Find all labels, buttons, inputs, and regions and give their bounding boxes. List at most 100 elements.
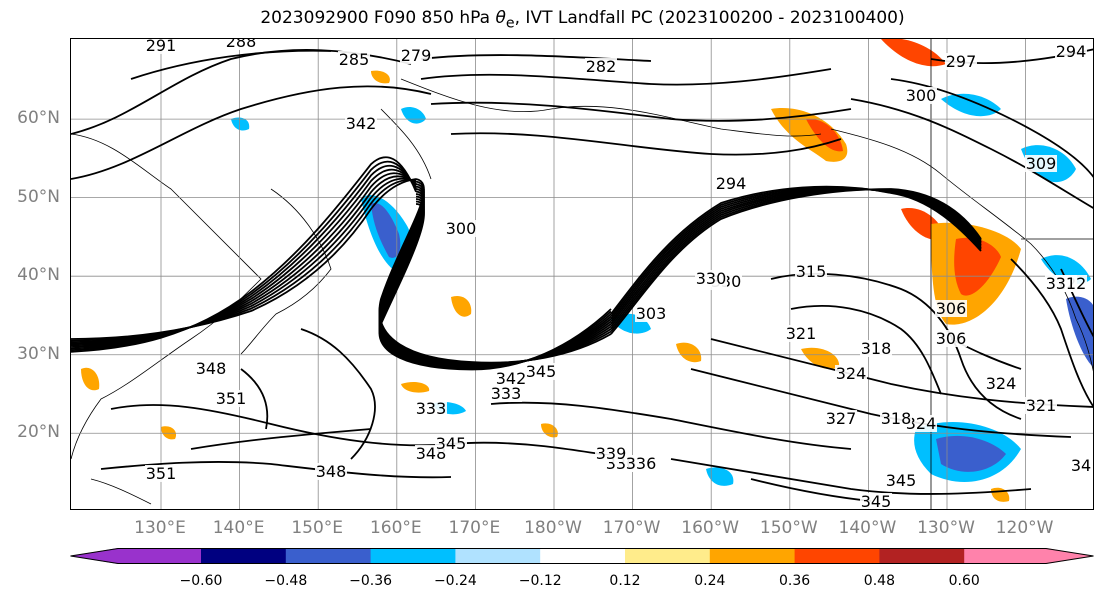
longitude-label: 140°W: [838, 518, 897, 538]
contour-label: 303: [636, 304, 667, 323]
contour-label: 342: [496, 369, 527, 388]
longitude-label: 130°E: [134, 518, 186, 538]
colorbar-tick-label: −0.60: [179, 573, 223, 589]
latitude-label: 40°N: [17, 265, 60, 286]
colorbar-segment: [879, 548, 965, 564]
contour-line: [610, 188, 982, 333]
contour-line: [378, 178, 612, 364]
contour-label: 324: [836, 364, 867, 383]
contour-label: 294: [1056, 42, 1087, 61]
shading-layer: [81, 39, 1093, 502]
negative-shading: [371, 203, 401, 258]
colorbar-segment: [964, 548, 1094, 564]
contour-line: [610, 188, 982, 328]
contour-line: [1010, 258, 1093, 408]
contour-label: 348: [196, 359, 227, 378]
colorbar-tick-label: 0.24: [694, 573, 726, 589]
contour-line: [430, 101, 852, 122]
positive-shading: [81, 367, 100, 391]
map-panel: 291 288 279 285 282 297 300 294 294 300 306 309 312 3…: [70, 38, 1094, 510]
colorbar: [70, 548, 1094, 564]
contour-label: 324: [986, 374, 1017, 393]
negative-shading: [231, 117, 250, 131]
negative-shading: [936, 435, 1006, 472]
contour-line: [240, 368, 269, 430]
contour-line: [610, 187, 982, 320]
contour-label: 345: [526, 362, 557, 381]
negative-shading: [401, 107, 426, 124]
contour-line: [71, 156, 417, 353]
positive-shading: [676, 342, 702, 363]
longitude-label: 120°W: [995, 518, 1054, 538]
contour-line: [71, 175, 417, 345]
longitude-label: 150°W: [759, 518, 818, 538]
latitude-label: 60°N: [17, 108, 60, 129]
contour-line: [610, 188, 982, 330]
contour-line: [110, 404, 632, 460]
contour-label: 345: [436, 434, 467, 453]
contour-label: 34: [1071, 456, 1091, 475]
contour-line: [670, 458, 1032, 495]
contour-label: 333: [416, 399, 447, 418]
colorbar-segment: [540, 548, 626, 564]
colorbar-tick-label: −0.48: [264, 573, 308, 589]
contour-label: 300: [906, 86, 937, 105]
contour-label: 297: [946, 52, 977, 71]
positive-shading: [161, 426, 177, 440]
colorbar-segment: [709, 548, 796, 564]
contour-line: [190, 428, 372, 450]
contour-line: [850, 98, 1093, 209]
positive-shading: [954, 237, 1001, 296]
contour-label: 315: [796, 262, 827, 281]
contour-line: [450, 132, 842, 156]
contour-line: [610, 187, 982, 323]
positive-shading: [991, 487, 1010, 502]
colorbar-segment: [794, 548, 880, 564]
positive-shading: [801, 347, 840, 369]
map-canvas: 291 288 279 285 282 297 300 294 294 300 306 309 312 3…: [71, 39, 1093, 510]
contour-label: 333: [491, 384, 522, 403]
colorbar-segment: [285, 548, 372, 564]
contour-line: [378, 203, 612, 371]
colorbar-tick-label: −0.36: [349, 573, 393, 589]
negative-shading: [941, 93, 1001, 117]
contour-label: 288: [226, 39, 257, 51]
colorbar-tick-label: 0.60: [948, 573, 980, 589]
longitude-label: 180°W: [524, 518, 582, 538]
contour-label: 330: [696, 269, 727, 288]
contour-label: 321: [786, 324, 817, 343]
contour-label: 300: [446, 219, 477, 238]
negative-shading: [1066, 296, 1093, 367]
contour-line: [890, 78, 1093, 178]
contour-line: [690, 368, 1072, 438]
contour-line: [300, 328, 376, 460]
longitude-label: 170°W: [602, 518, 661, 538]
contour-line: [490, 401, 852, 450]
colorbar-tick-label: −0.12: [518, 573, 562, 589]
negative-shading: [706, 467, 734, 486]
contour-line: [610, 188, 982, 335]
longitude-label: 140°E: [212, 518, 265, 538]
contour-label: 291: [146, 39, 177, 55]
contour-label: 312: [1056, 274, 1087, 293]
colorbar-segment: [370, 548, 456, 564]
contour-line: [770, 272, 1022, 420]
contour-label: 345: [861, 492, 892, 510]
colorbar-tick-label: 0.48: [863, 573, 895, 589]
contour-label: 318: [861, 339, 892, 358]
contour-label: 321: [1026, 396, 1057, 415]
contour-label: 342: [346, 114, 377, 133]
contour-line: [71, 85, 432, 180]
contour-label: 348: [316, 462, 347, 481]
colorbar-tick-label: 0.36: [779, 573, 811, 589]
contour-label: 345: [886, 471, 917, 490]
longitude-label: 130°W: [917, 518, 975, 538]
longitude-label: 160°E: [369, 518, 422, 538]
positive-shading: [806, 118, 843, 152]
longitude-label: 160°W: [681, 518, 740, 538]
positive-shading: [541, 423, 558, 438]
contour-line: [610, 185, 982, 315]
positive-shading: [451, 295, 472, 317]
contour-label: 327: [826, 409, 857, 428]
contour-label: 285: [339, 50, 370, 69]
